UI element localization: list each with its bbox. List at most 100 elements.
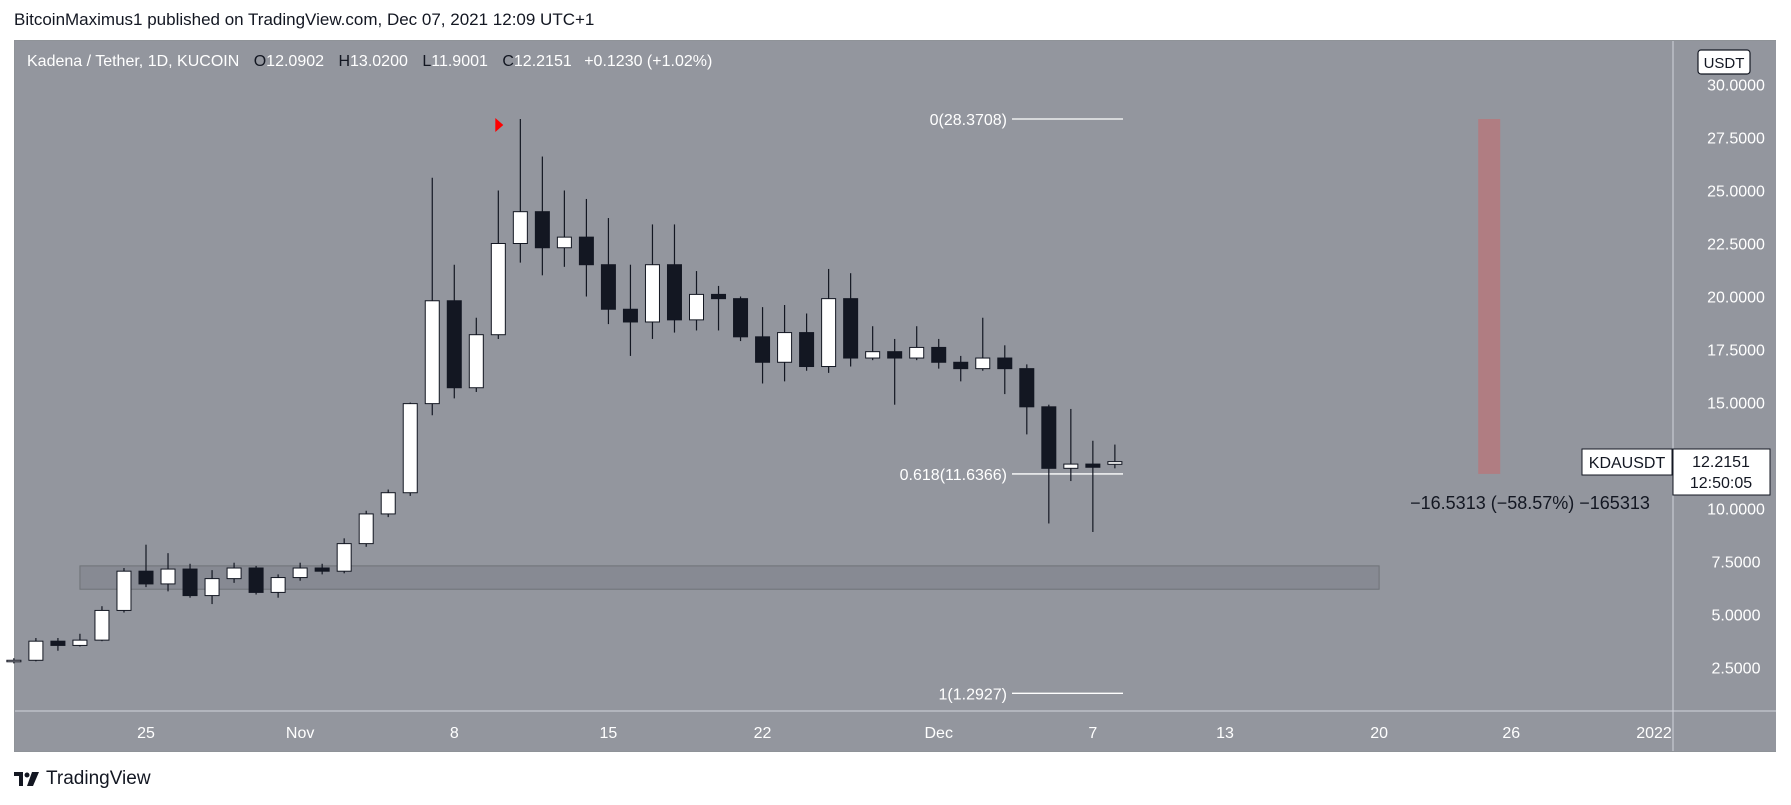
y-tick-label: 25.0000 (1707, 183, 1765, 200)
close-value: 12.2151 (513, 53, 572, 70)
plot-background (15, 41, 1673, 711)
x-tick-label: 15 (600, 725, 618, 742)
measure-bar (1478, 118, 1501, 474)
candle-body (1041, 406, 1057, 469)
candle-body (446, 300, 462, 389)
symbol-badge (1581, 448, 1673, 476)
price-axis-background (1673, 41, 1776, 751)
candle-body (1085, 463, 1101, 468)
candle-body (622, 308, 638, 323)
candle-body (600, 264, 616, 310)
symbol-title: Kadena / Tether, 1D, KUCOIN (27, 53, 240, 70)
candle-body (821, 298, 837, 368)
support-zone (79, 565, 1380, 590)
open-value: 12.0902 (266, 53, 325, 70)
measure-label: −16.5313 (−58.57%) −165313 (1410, 493, 1650, 513)
x-tick-label: Dec (924, 725, 952, 742)
candle-body (424, 300, 440, 405)
currency-badge-label: USDT (1704, 55, 1745, 72)
candle-body (28, 640, 44, 661)
high-label: H (338, 53, 351, 70)
candle-body (468, 334, 484, 389)
candle-body (94, 609, 110, 641)
x-tick-label: 13 (1216, 725, 1234, 742)
y-tick-label: 10.0000 (1707, 502, 1765, 519)
x-tick-label: Nov (286, 725, 314, 742)
x-tick-label: 8 (450, 725, 459, 742)
change-value: +0.1230 (+1.02%) (584, 53, 713, 70)
y-tick-label: 15.0000 (1707, 396, 1765, 413)
candle-body (909, 346, 925, 359)
y-tick-label: 5.0000 (1712, 608, 1761, 625)
candle-body (336, 543, 352, 572)
candle-body (1019, 368, 1035, 408)
candle-body (1107, 461, 1123, 465)
x-tick-label: 22 (754, 725, 772, 742)
candle-body (689, 293, 704, 321)
tradingview-brand[interactable]: TradingView (14, 768, 151, 790)
candle-body (931, 346, 947, 363)
candle-body (138, 570, 154, 585)
candle-body (534, 211, 550, 249)
high-value: 13.0200 (350, 53, 408, 70)
candle-body (953, 361, 969, 370)
open-label: O (253, 53, 267, 70)
y-tick-label: 2.5000 (1712, 661, 1761, 678)
candle-body (666, 264, 682, 321)
candle-body (887, 351, 903, 359)
currency-badge (1697, 49, 1751, 75)
candle-body (711, 293, 727, 300)
candle-body (314, 567, 330, 572)
candle-body (50, 640, 66, 646)
candle-body (6, 659, 22, 663)
low-value: 11.9001 (431, 53, 488, 70)
candle-body (644, 264, 660, 323)
candle-body (755, 336, 771, 363)
tradingview-logo-icon (14, 772, 39, 786)
y-tick-label: 22.5000 (1707, 237, 1765, 254)
candle-body (556, 236, 572, 249)
candle-body (182, 568, 198, 597)
candle-body (380, 492, 396, 515)
candle-body (358, 513, 374, 545)
x-tick-label: 26 (1502, 725, 1520, 742)
candle-body (865, 351, 881, 359)
peak-marker-triangle (495, 118, 504, 132)
candle-body (997, 357, 1013, 370)
x-tick-label: 20 (1370, 725, 1388, 742)
y-tick-label: 7.5000 (1712, 555, 1761, 572)
candle-body (292, 567, 308, 579)
low-label: L (422, 53, 432, 70)
candle-body (248, 567, 264, 593)
y-tick-label: 17.5000 (1707, 343, 1765, 360)
candle-body (578, 236, 594, 266)
y-tick-label: 30.0000 (1707, 77, 1765, 94)
last-price-label: 12.2151 (1692, 454, 1750, 471)
x-tick-label: 7 (1088, 725, 1097, 742)
candle-body (777, 332, 793, 363)
ohlc-header: Kadena / Tether, 1D, KUCOIN O12.0902 H13… (27, 53, 712, 71)
candle-body (204, 578, 220, 597)
brand-label: TradingView (46, 768, 151, 789)
time-axis-background (15, 711, 1673, 751)
fib-label: 0.618(11.6366) (900, 467, 1007, 484)
candle-body (226, 567, 242, 580)
candle-body (270, 577, 286, 593)
candle-body (733, 298, 749, 338)
publisher-caption: BitcoinMaximus1 published on TradingView… (14, 10, 595, 29)
candle-body (160, 568, 176, 585)
close-label: C (502, 53, 514, 70)
countdown-label: 12:50:05 (1690, 475, 1752, 492)
candle-body (843, 298, 859, 359)
last-price-badge (1672, 448, 1771, 496)
x-tick-label: 25 (137, 725, 155, 742)
candle-body (799, 332, 815, 368)
x-tick-label: 2022 (1636, 725, 1672, 742)
symbol-badge-label: KDAUSDT (1589, 455, 1666, 472)
fib-label: 0(28.3708) (930, 112, 1007, 129)
candle-body (490, 243, 506, 336)
candle-body (975, 357, 991, 370)
candle-body (72, 639, 88, 646)
candle-body (402, 403, 418, 494)
